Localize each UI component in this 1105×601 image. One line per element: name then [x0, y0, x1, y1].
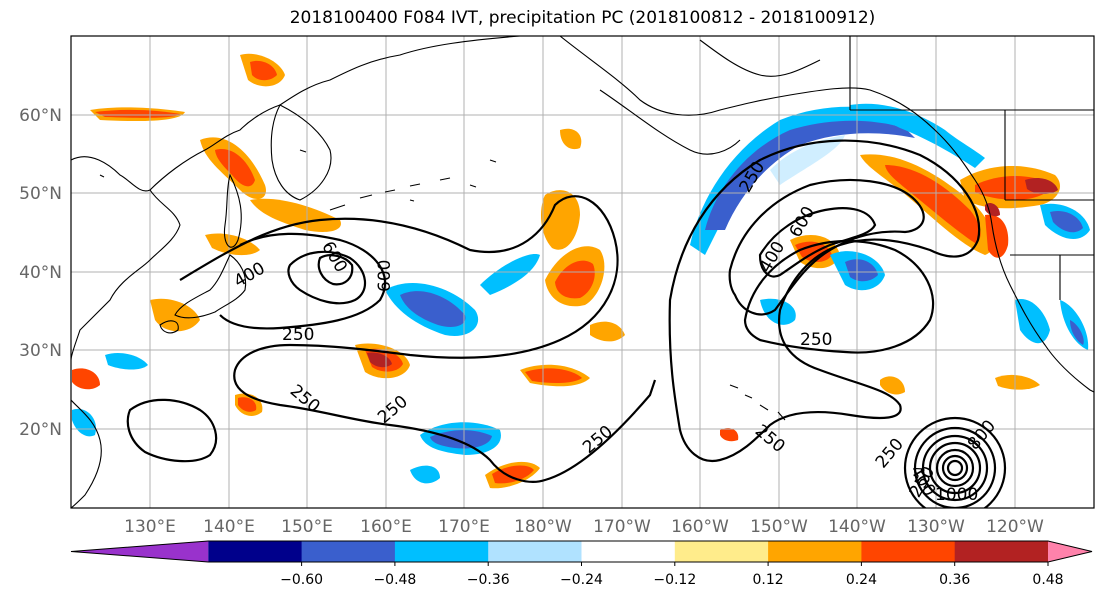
latitude-labels: 60°N 50°N 40°N 30°N 20°N [19, 106, 62, 440]
lat-label: 50°N [19, 184, 62, 204]
longitude-labels: 130°E 140°E 150°E 160°E 170°E 180°W 170°… [124, 517, 1044, 537]
colorbar-segment [394, 541, 489, 562]
contour-label: 600 [375, 260, 395, 292]
lon-label: 140°E [203, 517, 255, 537]
colorbar-tick-label: −0.24 [560, 572, 603, 588]
colorbar-tick-label: 0.36 [939, 572, 970, 588]
colorbar-tick-label: −0.60 [280, 572, 323, 588]
lon-label: 170°W [593, 517, 651, 537]
colorbar-segment [861, 541, 956, 562]
colorbar-segment [208, 541, 303, 562]
ivt-contours [126, 139, 1007, 508]
map-title: 2018100400 F084 IVT, precipitation PC (2… [289, 8, 876, 28]
colorbar-segment [674, 541, 769, 562]
contour-label: 250 [800, 330, 832, 350]
lon-label: 180°W [514, 517, 572, 537]
lon-label: 140°W [828, 517, 886, 537]
colorbar-extend-low [71, 541, 209, 562]
lon-label: 160°W [671, 517, 729, 537]
colorbar-segment [581, 541, 676, 562]
colorbar-tick-label: −0.48 [373, 572, 416, 588]
lon-label: 130°W [907, 517, 965, 537]
lon-label: 120°W [986, 517, 1044, 537]
lat-label: 20°N [19, 420, 62, 440]
coastlines [71, 36, 1094, 508]
colorbar-segment [954, 541, 1049, 562]
map-frame [70, 35, 1095, 509]
lon-label: 160°E [360, 517, 412, 537]
colorbar-segment [768, 541, 862, 562]
colorbar-tick-label: −0.36 [467, 572, 510, 588]
colorbar-extend-high [1048, 541, 1092, 562]
colorbar-segment [488, 541, 582, 562]
colorbar-tick-label: 0.12 [753, 572, 784, 588]
colorbar-outline [70, 540, 1093, 563]
colorbar-tick-label: 0.24 [846, 572, 877, 588]
lon-label: 150°E [281, 517, 333, 537]
lon-label: 170°E [438, 517, 490, 537]
colorbar-tick-label: 0.48 [1032, 572, 1063, 588]
colorbar-tick-label: −0.12 [653, 572, 696, 588]
colorbar-segment [301, 541, 396, 562]
contour-label: 250 [282, 325, 314, 345]
lon-label: 130°E [124, 517, 176, 537]
precipitation-shading [72, 53, 1090, 489]
contour-label: 1000 [935, 485, 978, 505]
lat-label: 30°N [19, 341, 62, 361]
colorbar: −0.60 −0.48 −0.36 −0.24 −0.12 0.12 0.24 0.36 0.4… [70, 540, 1093, 588]
lat-label: 40°N [19, 263, 62, 283]
lon-label: 150°W [750, 517, 808, 537]
lat-label: 60°N [19, 106, 62, 126]
